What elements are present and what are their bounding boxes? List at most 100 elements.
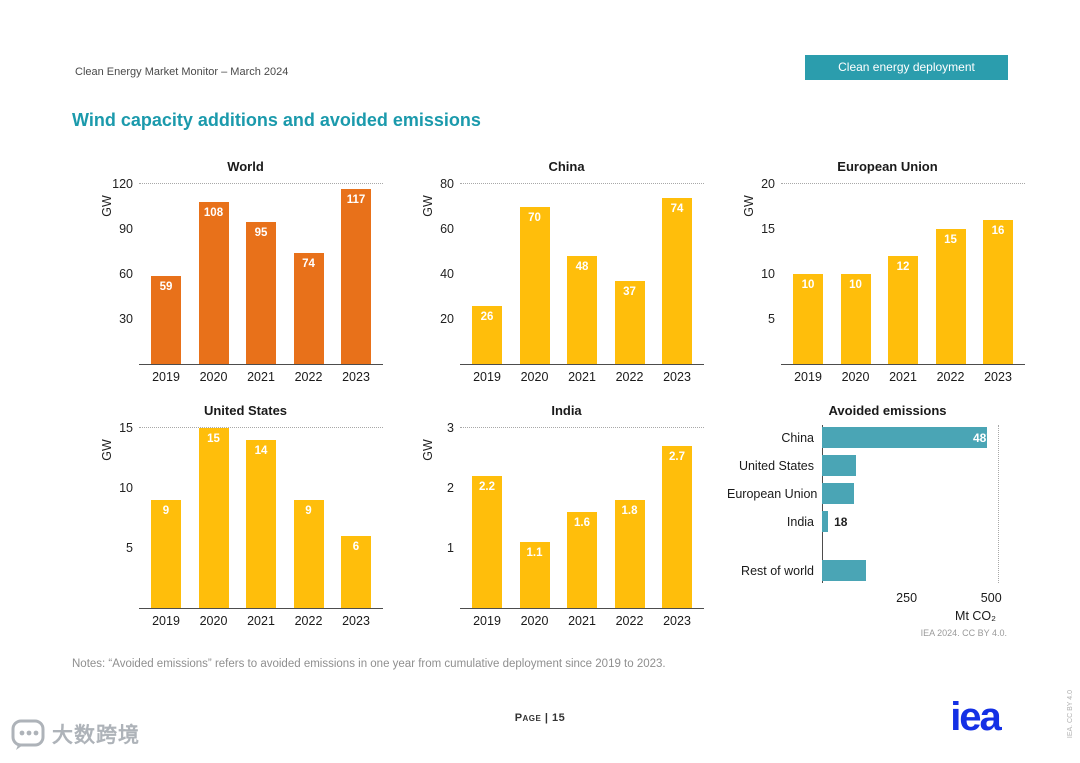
y-tick-label: 3 [447, 421, 454, 435]
bar-value-label: 70 [528, 211, 541, 224]
bar-2021: 1.6 [567, 512, 597, 608]
y-tick-label: 90 [119, 222, 133, 236]
x-tick-label: 2020 [520, 614, 549, 628]
y-axis-unit: GW [741, 195, 756, 217]
x-axis-ticks: 250 500 [727, 591, 1048, 606]
bar [822, 560, 867, 581]
x-tick-label: 2020 [199, 614, 228, 628]
chart-title: World [227, 159, 264, 174]
category-label: Rest of world [741, 563, 814, 578]
bar-2020: 15 [198, 428, 229, 608]
y-tick-label: 15 [761, 222, 775, 236]
chart-china: China GW 20 40 60 80 26 70 48 37 74 2019 2020 202… [406, 150, 727, 394]
bar-value-label: 10 [849, 279, 862, 291]
section-badge: Clean energy deployment [805, 55, 1008, 80]
bar-2023: 74 [662, 197, 692, 364]
bar-2021: 95 [246, 221, 276, 364]
y-tick-label: 80 [440, 177, 454, 191]
bar-2022: 37 [614, 280, 645, 364]
y-tick-label: 1 [447, 541, 454, 555]
plot-area: 9 15 14 9 6 [139, 427, 383, 609]
bar-2019: 10 [793, 274, 823, 364]
chart-title: Avoided emissions [828, 403, 947, 418]
x-tick-label: 2019 [794, 370, 822, 384]
bar-2019: 9 [151, 500, 181, 608]
bar-2019: 26 [472, 305, 502, 364]
x-tick-label: 2021 [568, 614, 596, 628]
bar-2023: 117 [341, 188, 371, 364]
bar-row-european-union: European Union 95 [727, 483, 1048, 504]
page-number: Page | 15 [514, 712, 566, 724]
plot-area: 59 108 95 74 117 [139, 183, 383, 365]
bar-2019: 59 [151, 275, 181, 364]
bar-row-india: India 18 [727, 511, 1048, 532]
bar [822, 427, 987, 448]
bar-value-label: 1.6 [574, 517, 590, 529]
y-axis-unit: GW [99, 439, 114, 461]
x-tick-label: 250 [896, 591, 918, 605]
category-label: China [781, 430, 814, 445]
bar-2021: 12 [888, 256, 918, 364]
x-tick-label: 2022 [615, 370, 644, 384]
bar-value-label: 1.1 [526, 547, 543, 559]
x-tick-label: 2021 [247, 370, 275, 384]
x-tick-label: 2022 [294, 614, 323, 628]
plot-area: 26 70 48 37 74 [460, 183, 704, 365]
plot-area: China 487 United States 99 European Union 95 I… [727, 425, 1048, 583]
bar-value-label: 9 [162, 505, 170, 517]
bar-value-label: 15 [207, 433, 220, 445]
category-label: United States [738, 458, 814, 473]
chart-united-states: United States GW 5 10 15 9 15 14 9 6 2019 2020 2… [85, 394, 406, 638]
page-title: Wind capacity additions and avoided emis… [72, 110, 481, 130]
bar-2023: 16 [983, 220, 1013, 364]
bar-value-label: 99 [979, 458, 993, 473]
bar-value-label: 74 [670, 202, 684, 215]
bar-2022: 1.8 [614, 500, 645, 608]
bar [822, 483, 855, 504]
x-tick-label: 2021 [568, 370, 596, 384]
bar-value-label: 117 [346, 193, 366, 206]
y-tick-label: 30 [119, 312, 133, 326]
y-tick-label: 40 [440, 267, 454, 281]
plot-area: 2.2 1.1 1.6 1.8 2.7 [460, 427, 704, 609]
x-axis-labels: 2019 2020 2021 2022 2023 [781, 370, 1025, 384]
y-tick-label: 2 [447, 481, 454, 495]
bar-value-label: 1.8 [621, 505, 638, 517]
plot-area: 10 10 12 15 16 [781, 183, 1025, 365]
bar [822, 455, 856, 476]
x-axis-labels: 2019 2020 2021 2022 2023 [460, 370, 704, 384]
y-axis: GW 1 2 3 [421, 421, 460, 607]
y-axis: GW 5 10 15 20 [742, 177, 781, 363]
x-tick-label: 2022 [294, 370, 323, 384]
bar-value-label: 74 [302, 258, 315, 270]
y-tick-label: 10 [119, 481, 133, 495]
bar-value-label: 18 [834, 514, 848, 529]
bar-2023: 2.7 [662, 446, 692, 608]
bar-value-label: 10 [801, 279, 815, 291]
y-axis-unit: GW [99, 195, 114, 217]
bar-value-label: 2.7 [669, 451, 685, 463]
y-axis: GW 30 60 90 120 [100, 177, 139, 363]
x-tick-label: 2023 [342, 370, 370, 384]
x-tick-label: 2023 [663, 370, 691, 384]
chart-title: China [548, 159, 585, 174]
x-axis-labels: 2019 2020 2021 2022 2023 [460, 614, 704, 628]
x-tick-label: 2020 [199, 370, 228, 384]
bar-value-label: 6 [352, 541, 360, 553]
bar-2021: 48 [567, 256, 597, 364]
side-credit: IEA. CC BY 4.0 [1067, 690, 1074, 739]
bar-row-china: China 487 [727, 427, 1048, 448]
bar-row-rest-of-world: Rest of world 131 [727, 560, 1048, 581]
chart-title: European Union [837, 159, 938, 174]
bar-value-label: 59 [159, 280, 173, 293]
x-tick-label: 2019 [152, 370, 180, 384]
x-tick-label: 2020 [520, 370, 549, 384]
bar-value-label: 131 [972, 563, 993, 578]
category-label: European Union [727, 486, 818, 501]
bar-2021: 14 [246, 440, 276, 608]
y-axis: GW 20 40 60 80 [421, 177, 460, 363]
credit: IEA 2024. CC BY 4.0. [920, 628, 1007, 638]
bar-2022: 74 [293, 253, 324, 364]
bar-value-label: 37 [623, 285, 636, 298]
x-tick-label: 2021 [889, 370, 917, 384]
